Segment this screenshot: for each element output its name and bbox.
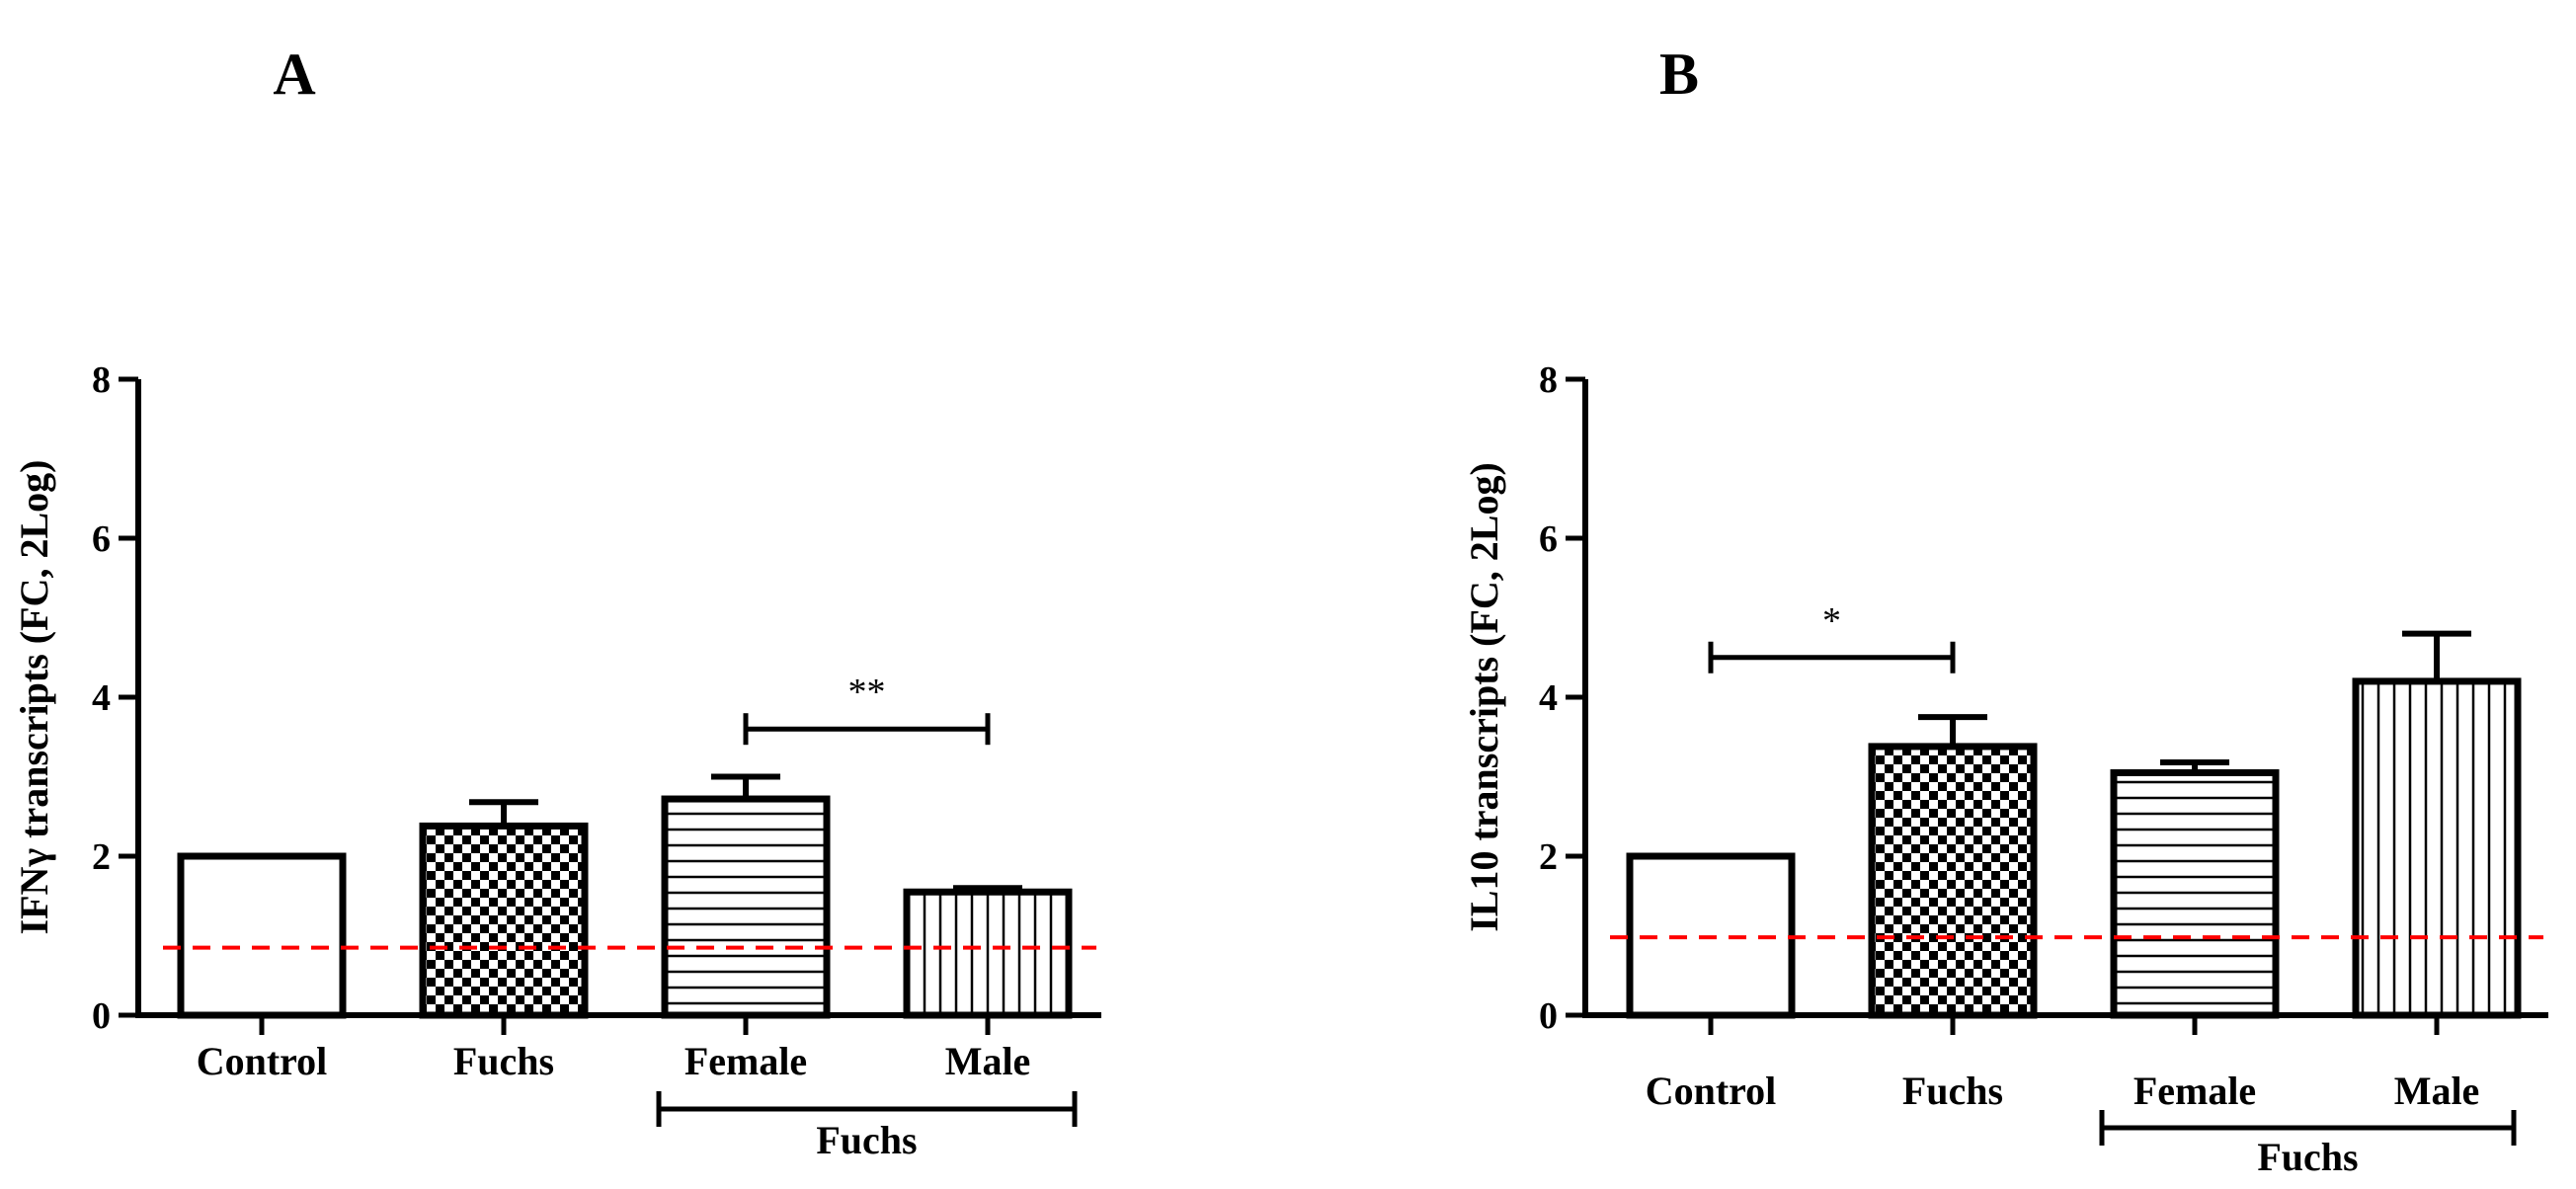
- y-tick-label: 2: [1539, 836, 1558, 878]
- y-axis-title: IFNγ transcripts (FC, 2Log): [12, 460, 56, 935]
- chart-panel-a: A IFNγ transcripts (FC, 2Log) 0 2 4 6 8 Control…: [12, 41, 1101, 1162]
- y-tick-label: 8: [92, 359, 111, 401]
- x-tick-label: Fuchs: [453, 1039, 554, 1083]
- y-tick-label: 4: [92, 677, 111, 719]
- y-tick-label: 4: [1539, 677, 1558, 719]
- bar-male: [903, 888, 1073, 1019]
- charts-root: A IFNγ transcripts (FC, 2Log) 0 2 4 6 8 Control…: [12, 41, 2548, 1179]
- x-tick-label: Fuchs: [1902, 1069, 2003, 1113]
- bar-control: [177, 852, 347, 1019]
- x-tick-label: Control: [197, 1039, 328, 1083]
- y-tick-label: 6: [1539, 518, 1558, 560]
- bar-male: [2352, 677, 2522, 1019]
- bar-fuchs: [419, 822, 589, 1019]
- y-axis-title: IL10 transcripts (FC, 2Log): [1462, 462, 1506, 932]
- bar-female: [2110, 768, 2280, 1019]
- x-tick-label: Female: [2133, 1069, 2256, 1113]
- y-tick-label: 2: [92, 836, 111, 878]
- x-tick-label: Female: [684, 1039, 807, 1083]
- significance-label: *: [1822, 600, 1841, 642]
- y-tick-label: 0: [1539, 995, 1558, 1037]
- y-tick-label: 8: [1539, 359, 1558, 401]
- chart-panel-b: B IL10 transcripts (FC, 2Log) 0 2 4 6 8 Control…: [1462, 41, 2548, 1179]
- bar-fuchs: [1868, 743, 2038, 1019]
- panel-label: A: [273, 41, 315, 107]
- x-tick-label: Male: [945, 1039, 1031, 1083]
- bar-female: [661, 795, 831, 1019]
- group-bracket-label: Fuchs: [2257, 1135, 2358, 1179]
- group-bracket-label: Fuchs: [816, 1118, 917, 1162]
- x-tick-label: Control: [1646, 1069, 1777, 1113]
- y-tick-label: 6: [92, 518, 111, 560]
- y-tick-label: 0: [92, 995, 111, 1037]
- x-tick-label: Male: [2394, 1069, 2480, 1113]
- significance-label: **: [848, 672, 886, 713]
- panel-label: B: [1659, 41, 1699, 107]
